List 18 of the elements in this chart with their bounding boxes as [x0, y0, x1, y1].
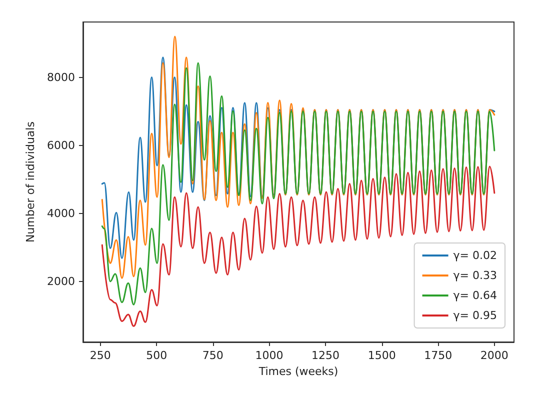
- x-tick-label: 1250: [312, 349, 340, 362]
- x-tick-label: 1000: [255, 349, 284, 362]
- x-tick-label: 250: [90, 349, 111, 362]
- y-tick-label: 6000: [47, 138, 75, 152]
- y-tick-label: 2000: [47, 274, 75, 288]
- y-tick-label: 8000: [47, 70, 75, 84]
- legend-label: γ= 0.02: [453, 249, 498, 262]
- x-tick-label: 500: [146, 349, 168, 362]
- legend-label: γ= 0.33: [453, 269, 498, 282]
- x-tick-label: 1750: [424, 349, 452, 362]
- x-axis-title: Times (weeks): [258, 365, 338, 378]
- x-tick-label: 2000: [480, 349, 508, 362]
- legend-label: γ= 0.95: [453, 309, 498, 322]
- legend-label: γ= 0.64: [453, 289, 498, 302]
- x-tick-label: 1500: [368, 349, 396, 362]
- x-tick-label: 750: [202, 349, 224, 362]
- y-axis-title: Number of individuals: [24, 121, 38, 242]
- y-tick-label: 4000: [47, 206, 75, 220]
